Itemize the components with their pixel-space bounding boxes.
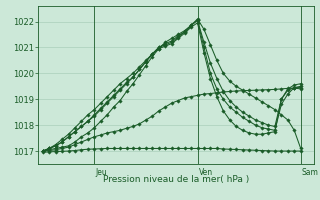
X-axis label: Pression niveau de la mer( hPa ): Pression niveau de la mer( hPa ) (103, 175, 249, 184)
Text: Jeu: Jeu (95, 168, 107, 177)
Text: Ven: Ven (199, 168, 213, 177)
Text: Sam: Sam (302, 168, 319, 177)
